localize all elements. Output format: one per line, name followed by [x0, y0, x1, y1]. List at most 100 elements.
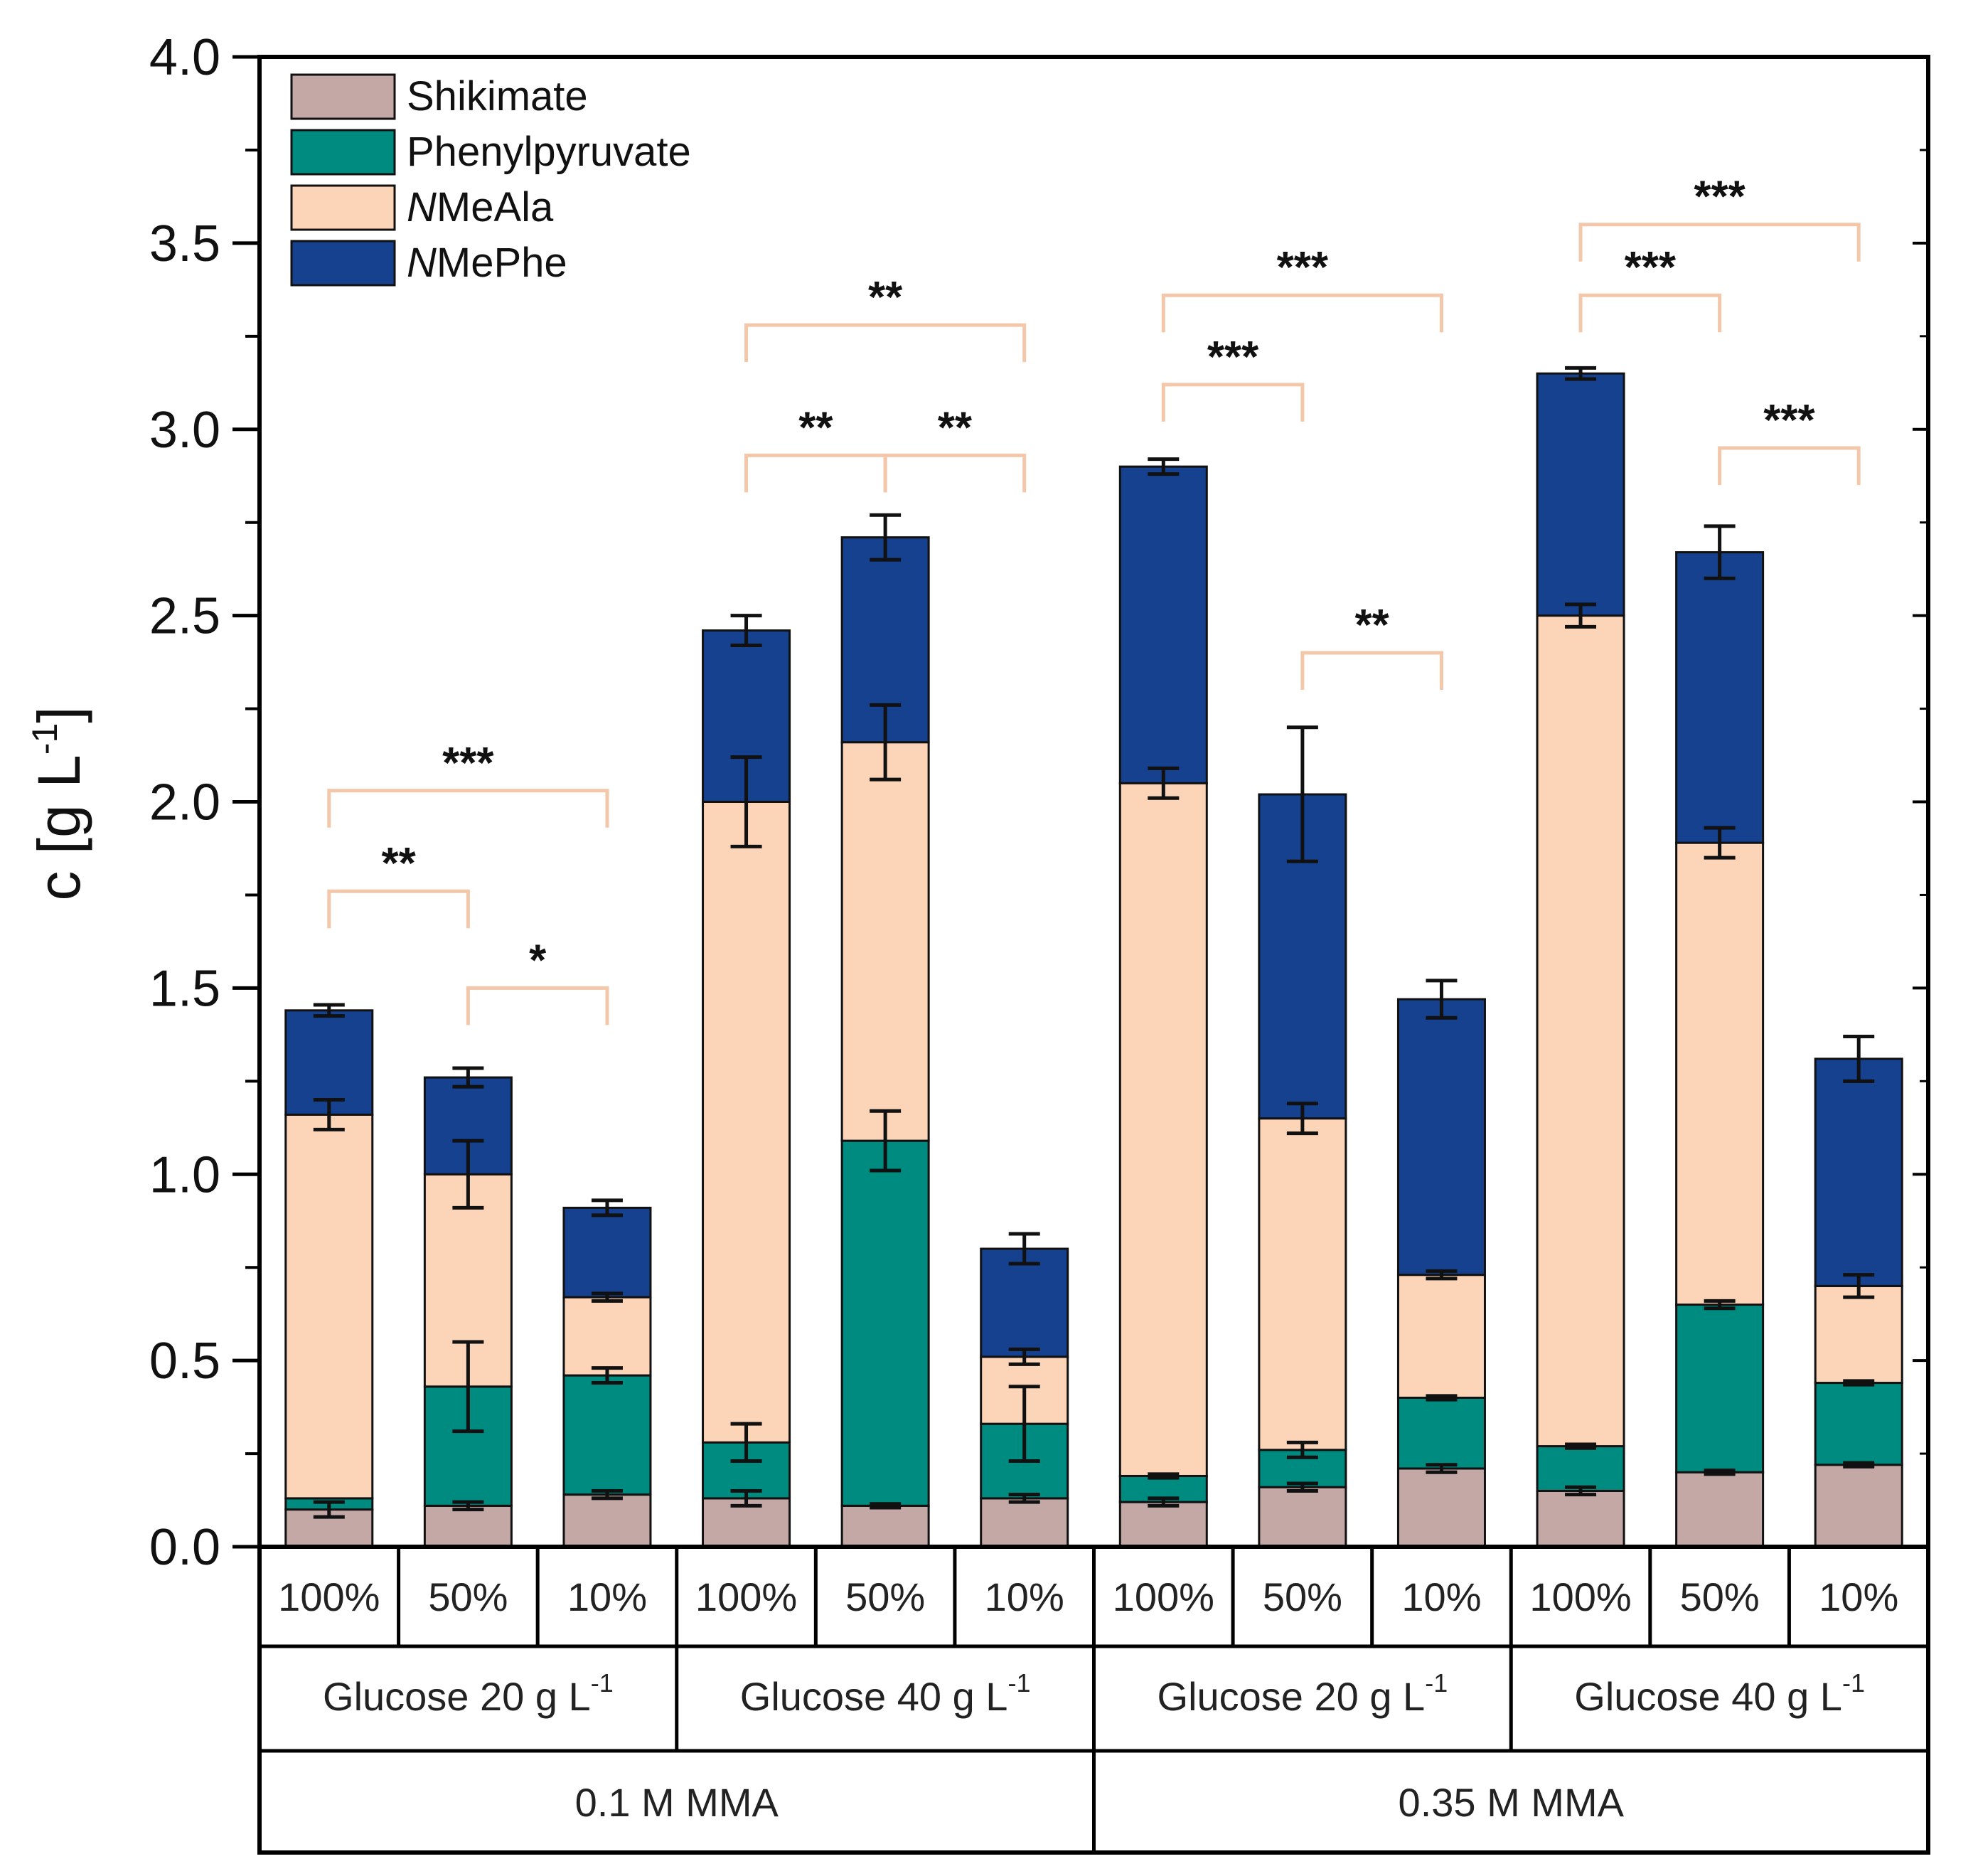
legend-swatch-nmeala: [290, 184, 396, 231]
category-label: 50%: [1263, 1574, 1342, 1619]
significance-brackets: ********** *******************: [327, 173, 1861, 1025]
significance-bracket: [327, 789, 609, 828]
category-label: 100%: [695, 1574, 797, 1619]
bar-segment-phenylpyruvate: [423, 1385, 513, 1507]
significance-bracket: [466, 986, 609, 1025]
bar-segment-shikimate: [1396, 1467, 1486, 1548]
bar-segment-nmeala: [562, 1296, 652, 1377]
significance-label: ***: [1763, 396, 1815, 445]
significance-bracket: [1718, 446, 1861, 485]
significance-bracket: [1578, 293, 1722, 333]
y-tick-label: 4.0: [149, 29, 220, 86]
legend-label-nmephe: NMePhe: [407, 240, 567, 286]
legend-label-phenylpyruvate: Phenylpyruvate: [407, 129, 691, 175]
significance-bracket: [1161, 293, 1443, 333]
bar-segment-phenylpyruvate: [840, 1139, 930, 1507]
significance-label: **: [868, 273, 903, 322]
y-axis-title: c [g L-1]: [25, 706, 92, 900]
bar-segment-phenylpyruvate: [1396, 1397, 1486, 1470]
bar-segment-nmeala: [1118, 782, 1208, 1477]
bar-segment-shikimate: [1536, 1489, 1625, 1548]
bar-segment-shikimate: [980, 1497, 1069, 1548]
error-bars: [313, 366, 1875, 1519]
mma-group-label: 0.35 M MMA: [1399, 1780, 1625, 1825]
bar-segment-shikimate: [1118, 1501, 1208, 1548]
y-tick-label: 3.5: [149, 215, 220, 272]
significance-bracket: [327, 889, 470, 929]
glucose-group-label: Glucose 20 g L-1: [1158, 1668, 1448, 1719]
bar-segment-shikimate: [1814, 1464, 1903, 1548]
significance-bracket: [1300, 651, 1443, 690]
category-label: 10%: [1401, 1574, 1481, 1619]
y-tick-label: 2.5: [149, 588, 220, 645]
bar-segment-shikimate: [840, 1504, 930, 1548]
significance-label: ***: [1207, 333, 1259, 382]
significance-label: **: [938, 403, 973, 452]
bar-segment-phenylpyruvate: [1536, 1445, 1625, 1492]
legend-label-nmeala: NMeAla: [407, 184, 554, 230]
y-tick-label: 2.0: [149, 774, 220, 831]
bar-segment-shikimate: [1675, 1471, 1765, 1548]
category-label: 10%: [1819, 1574, 1898, 1619]
bar-segment-nmephe: [1814, 1057, 1903, 1287]
y-tick-label: 0.0: [149, 1519, 220, 1576]
y-tick-label: 3.0: [149, 402, 220, 459]
significance-label: ***: [1694, 173, 1746, 222]
significance-label: *: [529, 936, 547, 985]
y-tick-label: 0.5: [149, 1333, 220, 1390]
bar-segment-nmeala: [702, 801, 791, 1444]
y-tick-label: 1.5: [149, 960, 220, 1017]
legend-swatch-shikimate: [290, 73, 396, 120]
significance-label: **: [798, 403, 833, 452]
significance-bracket: [1578, 223, 1861, 262]
bar-segment-nmephe: [1396, 998, 1486, 1277]
bar-segment-nmephe: [562, 1206, 652, 1299]
bar-segment-nmeala: [1396, 1274, 1486, 1399]
bar-segment-phenylpyruvate: [1814, 1382, 1903, 1466]
bar-segment-shikimate: [562, 1493, 652, 1548]
significance-bracket: [744, 453, 887, 493]
significance-label: **: [381, 839, 416, 888]
significance-label: ***: [1277, 243, 1329, 292]
significance-bracket: [744, 323, 1027, 363]
bar-segment-nmephe: [1118, 465, 1208, 784]
legend: Shikimate Phenylpyruvate NMeAla NMePhe: [290, 73, 691, 287]
bar-segment-nmephe: [1536, 372, 1625, 617]
bar-segment-shikimate: [1258, 1486, 1347, 1548]
y-axis: 0.0 0.5 1.0 1.5 2.0 2.5 3.0 3.5 4.0 c [g L-1]: [25, 29, 1928, 1576]
glucose-group-label: Glucose 20 g L-1: [323, 1668, 614, 1719]
significance-label: ***: [1625, 243, 1677, 292]
y-tick-label: 1.0: [149, 1146, 220, 1203]
category-label: 10%: [567, 1574, 647, 1619]
category-label: 100%: [1529, 1574, 1631, 1619]
category-label: 10%: [985, 1574, 1064, 1619]
category-label: 100%: [1113, 1574, 1214, 1619]
category-label: 50%: [428, 1574, 508, 1619]
mma-group-label: 0.1 M MMA: [575, 1780, 779, 1825]
category-table: 100% 50% 10% 100% 50% 10% 100% 50% 10% 100% 50% 10%…: [257, 1545, 1930, 1855]
bar-segment-nmeala: [840, 741, 930, 1142]
bar-stacks: [284, 372, 1903, 1548]
category-label: 50%: [1680, 1574, 1760, 1619]
category-label: 100%: [278, 1574, 380, 1619]
bar-segment-phenylpyruvate: [562, 1374, 652, 1496]
glucose-group-label: Glucose 40 g L-1: [1574, 1668, 1865, 1719]
significance-bracket: [883, 453, 1027, 493]
legend-swatch-nmephe: [290, 240, 396, 287]
bar-segment-phenylpyruvate: [1675, 1304, 1765, 1473]
bar-segment-nmeala: [284, 1113, 374, 1500]
legend-swatch-phenylpyruvate: [290, 129, 396, 176]
category-label: 50%: [845, 1574, 925, 1619]
bar-segment-shikimate: [423, 1504, 513, 1548]
significance-label: ***: [442, 739, 494, 788]
bar-segment-nmeala: [1258, 1117, 1347, 1451]
bar-segment-nmephe: [1675, 551, 1765, 844]
bar-segment-nmeala: [1814, 1284, 1903, 1385]
bar-segment-nmeala: [1675, 841, 1765, 1306]
significance-bracket: [1161, 383, 1305, 422]
bar-segment-nmeala: [1536, 614, 1625, 1448]
glucose-group-label: Glucose 40 g L-1: [740, 1668, 1031, 1719]
significance-label: **: [1355, 601, 1390, 650]
legend-label-shikimate: Shikimate: [407, 73, 588, 119]
